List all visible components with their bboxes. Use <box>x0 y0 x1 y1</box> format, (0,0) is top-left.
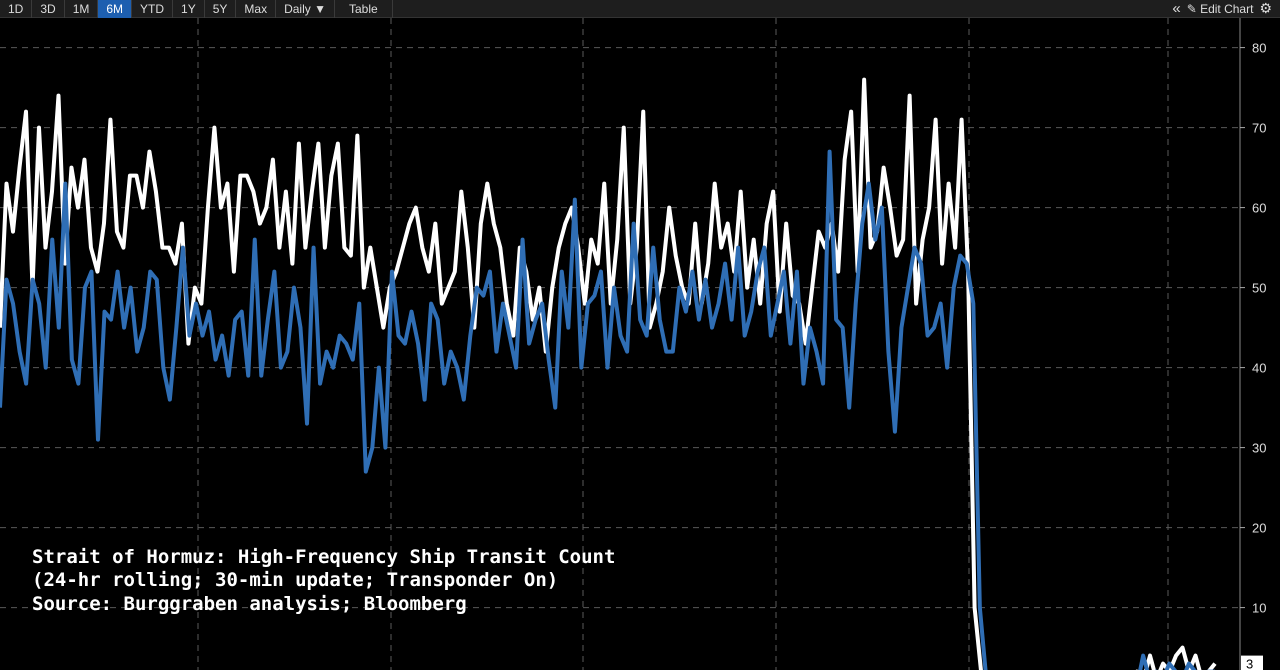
collapse-icon[interactable]: « <box>1172 0 1181 17</box>
edit-chart-label: Edit Chart <box>1200 1 1254 16</box>
annotation: (24-hr rolling; 30-min update; Transpond… <box>32 569 558 591</box>
settings-icon[interactable]: ⚙ <box>1259 0 1272 16</box>
table-label: Table <box>348 1 378 16</box>
last-value-box <box>1241 655 1263 670</box>
last-value-label: 3 <box>1246 657 1253 670</box>
y-tick-label: 70 <box>1252 121 1266 136</box>
annotation: Source: Burggraben analysis; Bloomberg <box>32 593 467 615</box>
y-tick-label: 60 <box>1252 201 1266 216</box>
frequency-label: Daily <box>284 1 311 16</box>
range-button[interactable]: 3D <box>32 0 65 18</box>
range-button[interactable]: 1Y <box>173 0 205 18</box>
toolbar: 1D 3D 1M 6M YTD 1Y 5Y Max Daily ▼ Table « ✎ Edi… <box>0 0 1280 18</box>
y-tick-label: 80 <box>1252 41 1266 56</box>
y-tick-label: 40 <box>1252 361 1266 376</box>
y-tick-label: 30 <box>1252 441 1266 456</box>
range-button[interactable]: YTD <box>132 0 174 18</box>
range-button[interactable]: 5Y <box>205 0 237 18</box>
y-tick-label: 50 <box>1252 281 1266 296</box>
table-button[interactable]: Table <box>335 0 393 18</box>
y-tick-label: 20 <box>1252 521 1266 536</box>
series-line <box>0 77 1217 670</box>
annotation: Strait of Hormuz: High-Frequency Ship Tr… <box>32 546 615 568</box>
range-button[interactable]: 1D <box>0 0 33 18</box>
dropdown-arrow: ▼ <box>314 1 326 16</box>
series-line <box>0 149 1215 670</box>
range-buttons: 1D 3D 1M 6M YTD 1Y 5Y Max <box>0 0 277 18</box>
range-button[interactable]: Max <box>236 0 277 18</box>
frequency-dropdown[interactable]: Daily ▼ <box>276 0 335 18</box>
y-tick-label: 10 <box>1252 601 1266 616</box>
toolbar-right: « ✎ Edit Chart ⚙ <box>1172 0 1280 17</box>
range-button[interactable]: 6M <box>98 0 133 18</box>
edit-chart-button[interactable]: ✎ Edit Chart <box>1186 1 1254 16</box>
range-button[interactable]: 1M <box>65 0 99 18</box>
